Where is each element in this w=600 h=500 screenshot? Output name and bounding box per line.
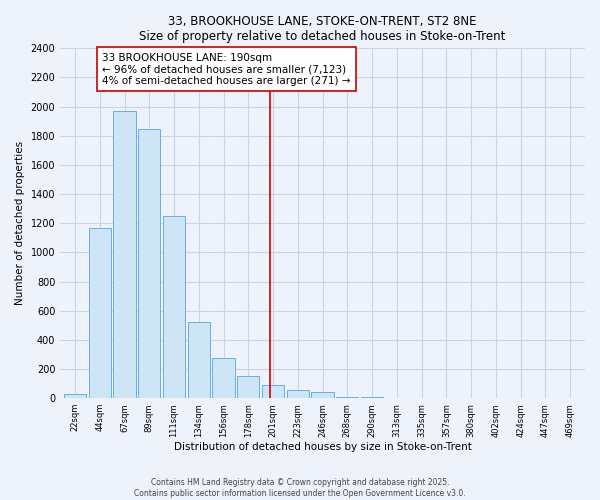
Y-axis label: Number of detached properties: Number of detached properties xyxy=(15,141,25,306)
Bar xyxy=(188,322,210,398)
Bar xyxy=(287,390,309,398)
Bar xyxy=(336,397,358,398)
Bar xyxy=(237,376,259,398)
Bar xyxy=(138,128,160,398)
Bar xyxy=(113,111,136,398)
Text: Contains HM Land Registry data © Crown copyright and database right 2025.
Contai: Contains HM Land Registry data © Crown c… xyxy=(134,478,466,498)
Bar xyxy=(311,392,334,398)
Bar xyxy=(212,358,235,398)
Bar xyxy=(163,216,185,398)
Bar xyxy=(64,394,86,398)
Bar xyxy=(89,228,111,398)
Title: 33, BROOKHOUSE LANE, STOKE-ON-TRENT, ST2 8NE
Size of property relative to detach: 33, BROOKHOUSE LANE, STOKE-ON-TRENT, ST2… xyxy=(139,15,506,43)
Text: 33 BROOKHOUSE LANE: 190sqm
← 96% of detached houses are smaller (7,123)
4% of se: 33 BROOKHOUSE LANE: 190sqm ← 96% of deta… xyxy=(102,52,351,86)
Bar xyxy=(262,385,284,398)
X-axis label: Distribution of detached houses by size in Stoke-on-Trent: Distribution of detached houses by size … xyxy=(173,442,472,452)
